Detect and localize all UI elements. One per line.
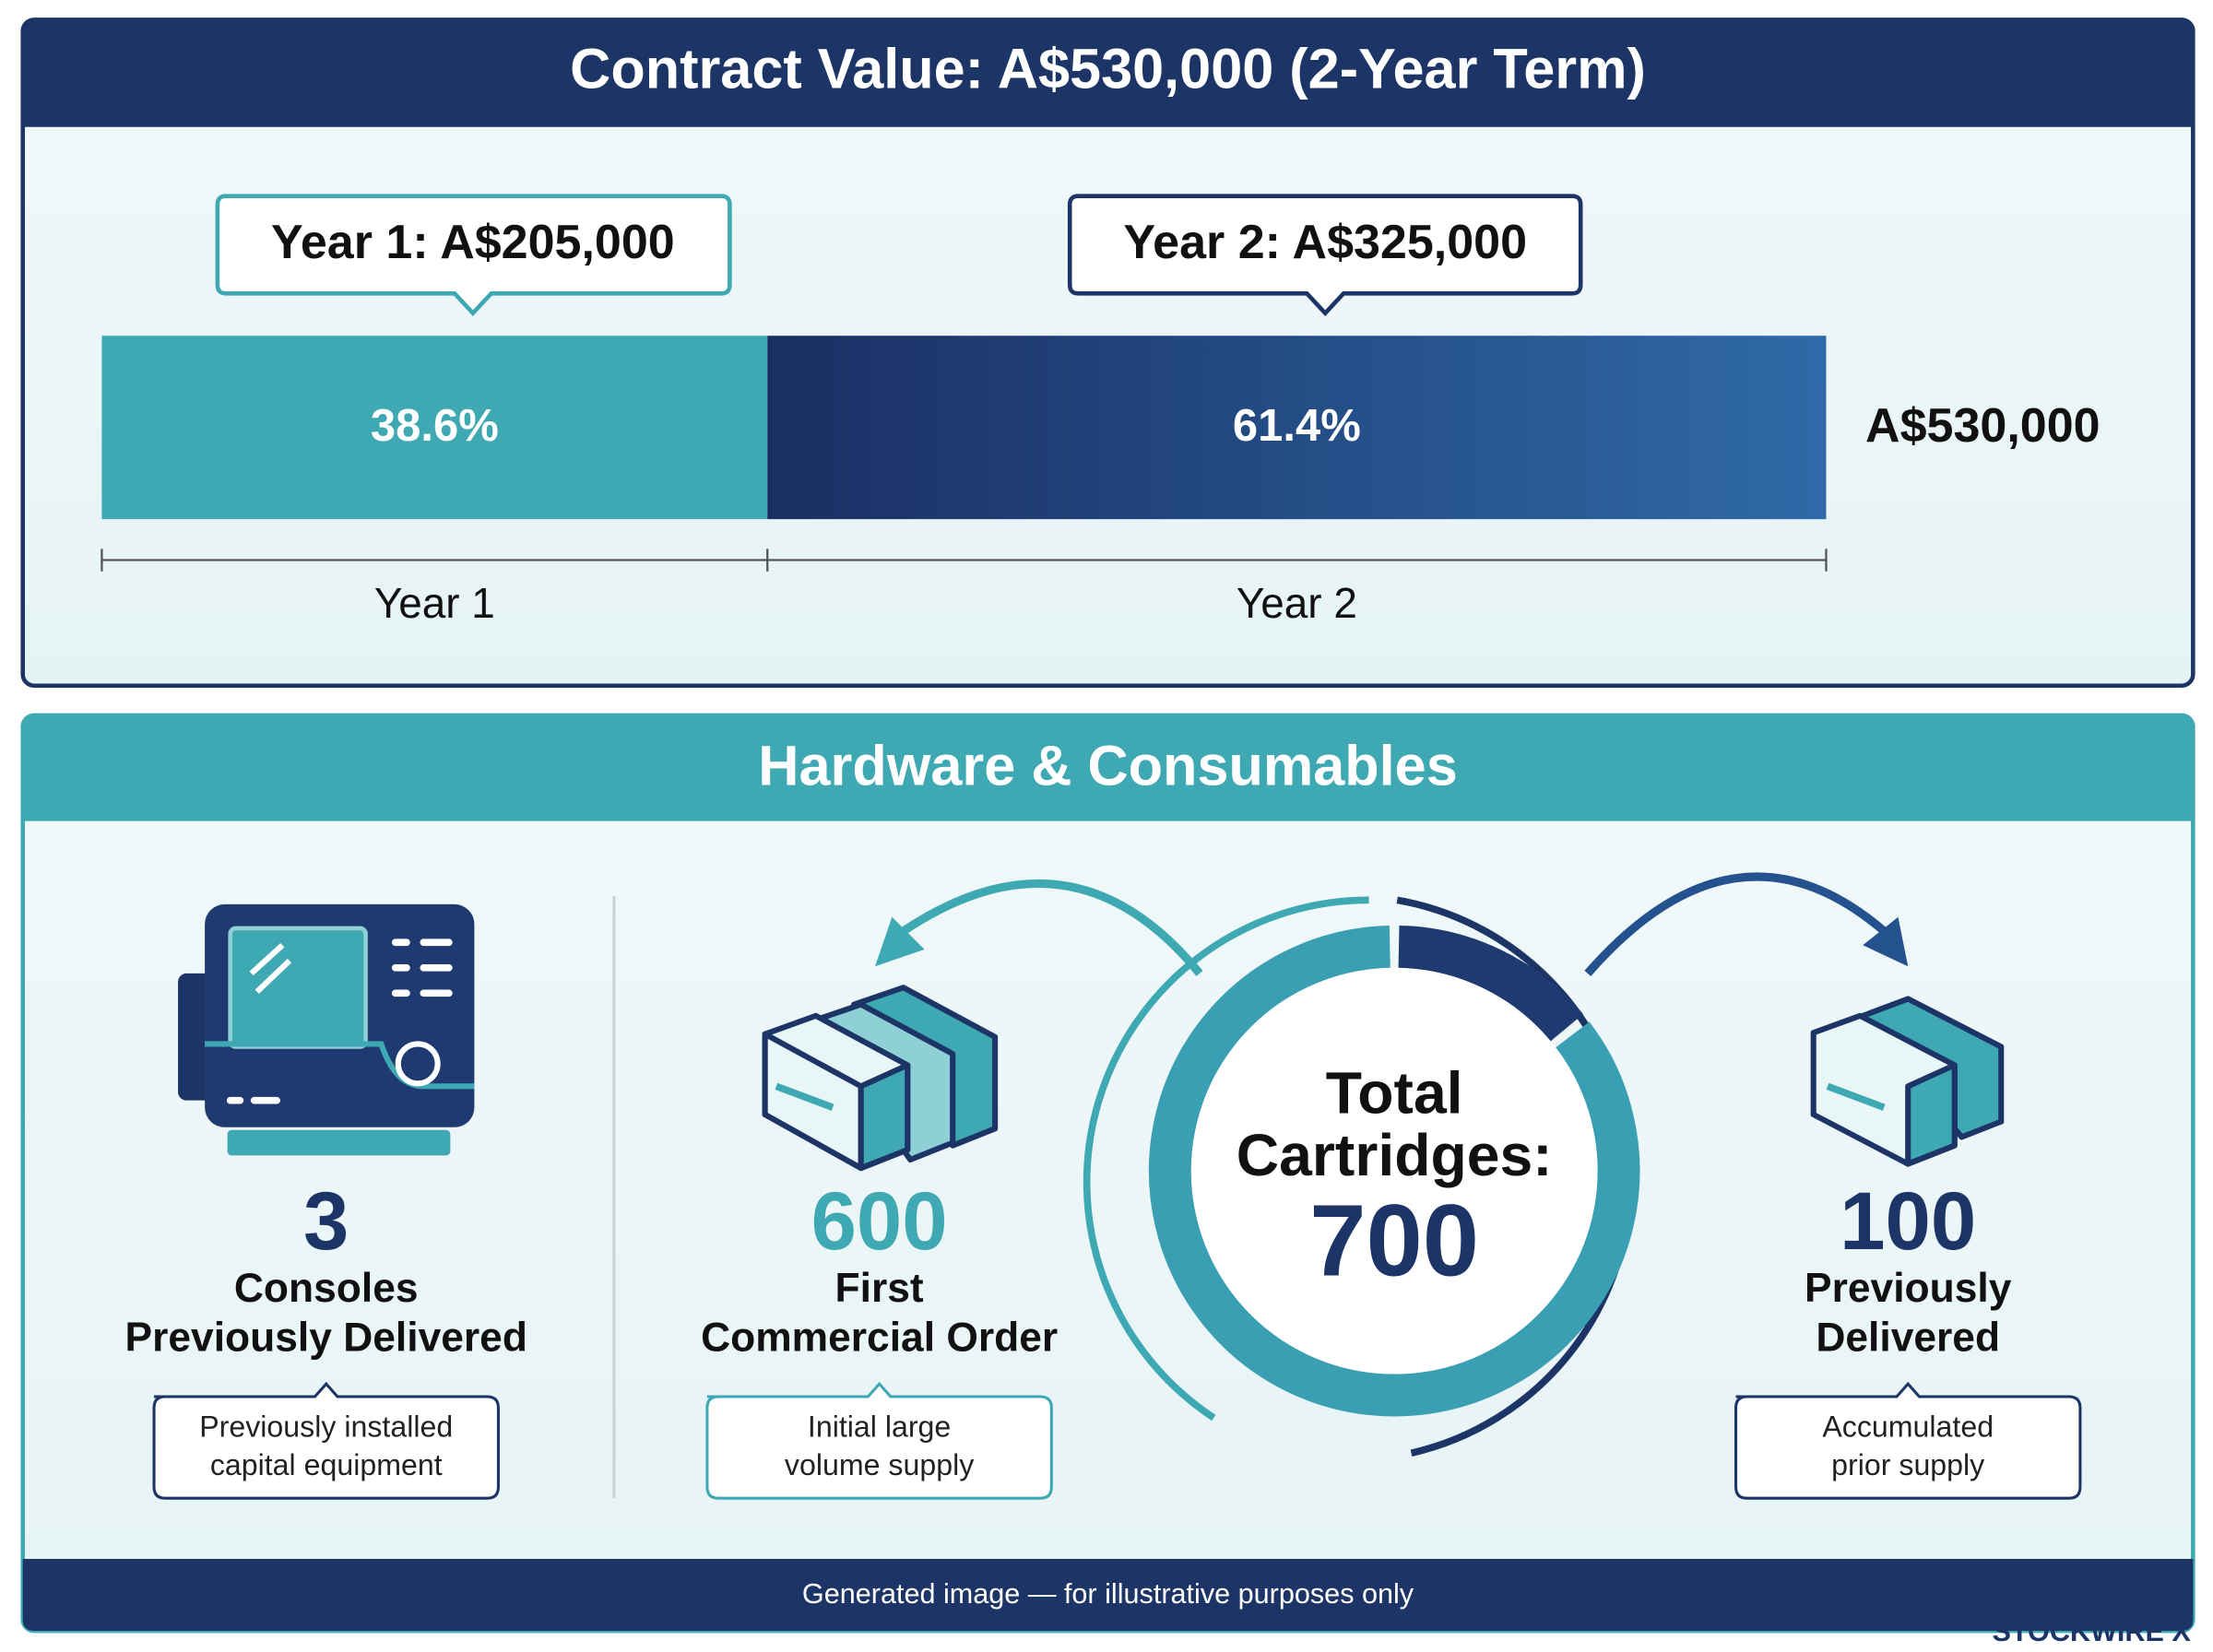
item-title: Commercial Order [701, 1316, 1058, 1361]
console-icon [178, 903, 475, 1156]
item-note: Previously installed [199, 1410, 453, 1444]
bar-segment [101, 336, 768, 520]
item-note: capital equipment [210, 1448, 443, 1481]
donut-center [1190, 967, 1598, 1375]
donut-segment [1398, 925, 1583, 1042]
item-number: 100 [1840, 1175, 1976, 1267]
arrow-head [1863, 916, 1909, 967]
note-box [152, 1381, 500, 1500]
segment-label: 61.4% [1233, 401, 1361, 451]
arrow [901, 872, 1888, 976]
note-box [1734, 1381, 2082, 1500]
item-note: Initial large [808, 1410, 951, 1444]
donut-total: 700 [1309, 1184, 1479, 1297]
contract-title: Contract Value: A$530,000 (2-Year Term) [570, 38, 1646, 100]
donut-label: Cartridges: [1237, 1122, 1553, 1188]
hardware-title: Hardware & Consumables [758, 735, 1457, 797]
callout-text: Year 1: A$205,000 [271, 216, 675, 269]
contract-header [22, 19, 2194, 127]
footer-text: Generated image — for illustrative purpo… [802, 1578, 1414, 1610]
total-label: A$530,000 [1865, 399, 2101, 453]
axis-label: Year 2 [1237, 579, 1357, 627]
item-title: First [835, 1266, 924, 1311]
item-note: volume supply [785, 1448, 974, 1481]
item-note: Accumulated [1822, 1410, 1994, 1444]
callout-text: Year 2: A$325,000 [1123, 216, 1527, 269]
segment-label: 38.6% [371, 401, 499, 451]
brand: STOCKWIRE X [1993, 1616, 2192, 1647]
bar-segment [767, 336, 1827, 520]
item-number: 3 [303, 1175, 349, 1267]
item-note: prior supply [1831, 1448, 1984, 1481]
cartridges-icon [1810, 996, 2005, 1167]
callout-2 [1067, 194, 1583, 317]
hardware-header [22, 714, 2194, 821]
cartridges-icon [762, 985, 999, 1172]
item-title: Previously Delivered [125, 1316, 527, 1361]
item-title: Delivered [1816, 1316, 2000, 1361]
donut-segment [1148, 925, 1640, 1417]
item-title: Consoles [234, 1266, 419, 1311]
item-number: 600 [811, 1175, 948, 1267]
axis-label: Year 1 [374, 579, 495, 627]
item-title: Previously [1805, 1266, 2012, 1311]
note-box [705, 1381, 1053, 1500]
footer-band [22, 1558, 2194, 1632]
arrow-head [875, 916, 925, 967]
donut-label: Total [1326, 1060, 1463, 1127]
callout-1 [215, 194, 732, 317]
